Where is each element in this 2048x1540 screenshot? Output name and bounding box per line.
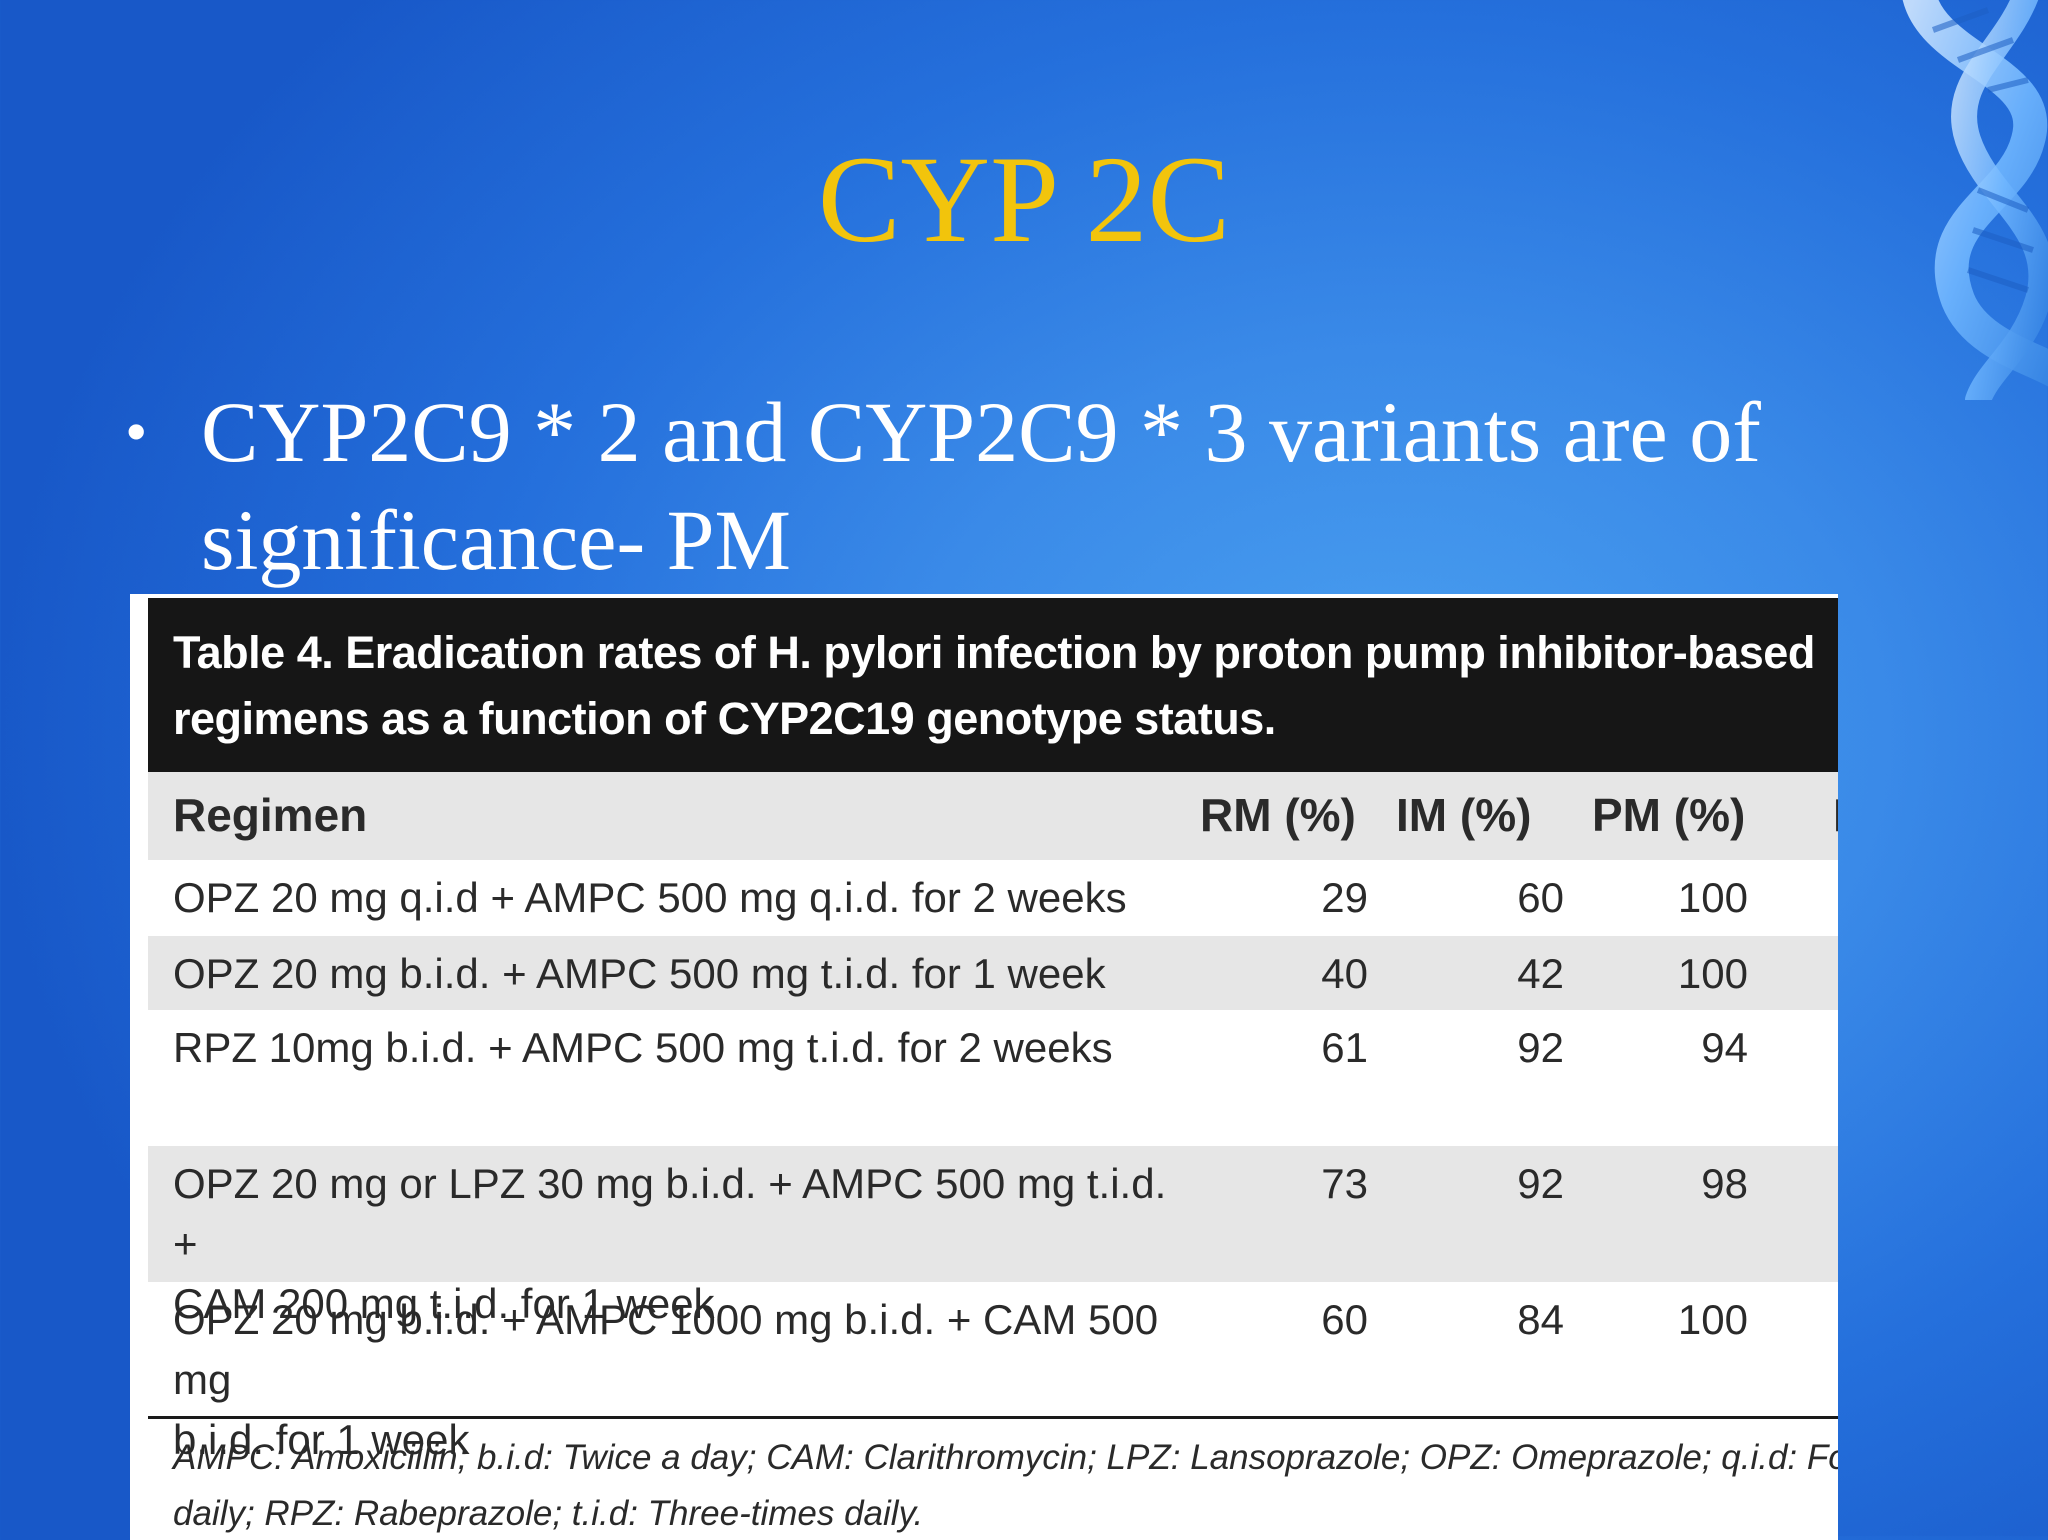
cell-pm: 94 (1701, 1024, 1748, 1071)
cell-rm: 73 (1321, 1160, 1368, 1207)
cell-im: 60 (1517, 874, 1564, 921)
cell-regimen-line-1: OPZ 20 mg b.i.d. + AMPC 1000 mg b.i.d. +… (173, 1296, 1159, 1403)
bullet-text: CYP2C9 * 2 and CYP2C9 * 3 variants are o… (201, 384, 1761, 588)
table-row: OPZ 20 mg b.i.d. + AMPC 1000 mg b.i.d. +… (148, 1282, 1838, 1463)
cell-regimen-line-1: OPZ 20 mg or LPZ 30 mg b.i.d. + AMPC 500… (173, 1160, 1167, 1267)
cell-regimen: RPZ 10mg b.i.d. + AMPC 500 mg t.i.d. for… (173, 1024, 1113, 1071)
cell-regimen: OPZ 20 mg b.i.d. + AMPC 1000 mg b.i.d. +… (173, 1290, 1173, 1470)
cell-regimen-line-2: b.i.d. for 1 week (173, 1416, 470, 1463)
cell-rm: 60 (1321, 1296, 1368, 1343)
cell-rm: 61 (1321, 1024, 1368, 1071)
slide-title: CYP 2C (817, 131, 1231, 268)
column-header-pm: PM (%) (1592, 789, 1746, 841)
table-caption: Table 4. Eradication rates of H. pylori … (148, 598, 1838, 772)
cell-rm: 40 (1321, 950, 1368, 997)
cell-regimen: OPZ 20 mg b.i.d. + AMPC 500 mg t.i.d. fo… (173, 950, 1106, 997)
column-header-im: IM (%) (1396, 789, 1532, 841)
cell-regimen: OPZ 20 mg q.i.d + AMPC 500 mg q.i.d. for… (173, 874, 1127, 921)
dna-helix-icon (1628, 0, 2048, 400)
cell-regimen: OPZ 20 mg or LPZ 30 mg b.i.d. + AMPC 500… (173, 1154, 1173, 1334)
table-row: RPZ 10mg b.i.d. + AMPC 500 mg t.i.d. for… (148, 1010, 1838, 1146)
table-caption-line-1: Table 4. Eradication rates of H. pylori … (173, 627, 1815, 678)
cell-im: 92 (1517, 1160, 1564, 1207)
cell-im: 84 (1517, 1296, 1564, 1343)
bullet-marker: • (125, 396, 148, 467)
table-footnote-line-2: daily; RPZ: Rabeprazole; t.i.d: Three-ti… (173, 1494, 924, 1533)
cell-regimen-line-2: CAM 200 mg t.i.d. for 1 week (173, 1280, 715, 1327)
cell-rm: 29 (1321, 874, 1368, 921)
cell-pm: 100 (1677, 874, 1748, 921)
column-header-rm: RM (%) (1200, 789, 1356, 841)
cell-pm: 98 (1701, 1160, 1748, 1207)
cell-pm: 100 (1677, 950, 1748, 997)
table-caption-line-2: regimens as a function of CYP2C19 genoty… (173, 693, 1276, 744)
cell-im: 42 (1517, 950, 1564, 997)
column-header-regimen: Regimen (173, 789, 368, 841)
table-row: OPZ 20 mg or LPZ 30 mg b.i.d. + AMPC 500… (148, 1146, 1838, 1327)
table-row: OPZ 20 mg q.i.d + AMPC 500 mg q.i.d. for… (148, 860, 1838, 936)
table-footnote-line-1: AMPC: Amoxicillin; b.i.d: Twice a day; C… (173, 1438, 1838, 1477)
table-rule (148, 1416, 1838, 1419)
table-header-row: Regimen RM (%) IM (%) PM (%) F (148, 772, 1838, 860)
cell-pm: 100 (1677, 1296, 1748, 1343)
table-row: OPZ 20 mg b.i.d. + AMPC 500 mg t.i.d. fo… (148, 936, 1838, 1010)
eradication-rates-table: Table 4. Eradication rates of H. pylori … (130, 594, 1838, 1540)
column-header-cut-off: F (1833, 788, 1838, 842)
cell-im: 92 (1517, 1024, 1564, 1071)
